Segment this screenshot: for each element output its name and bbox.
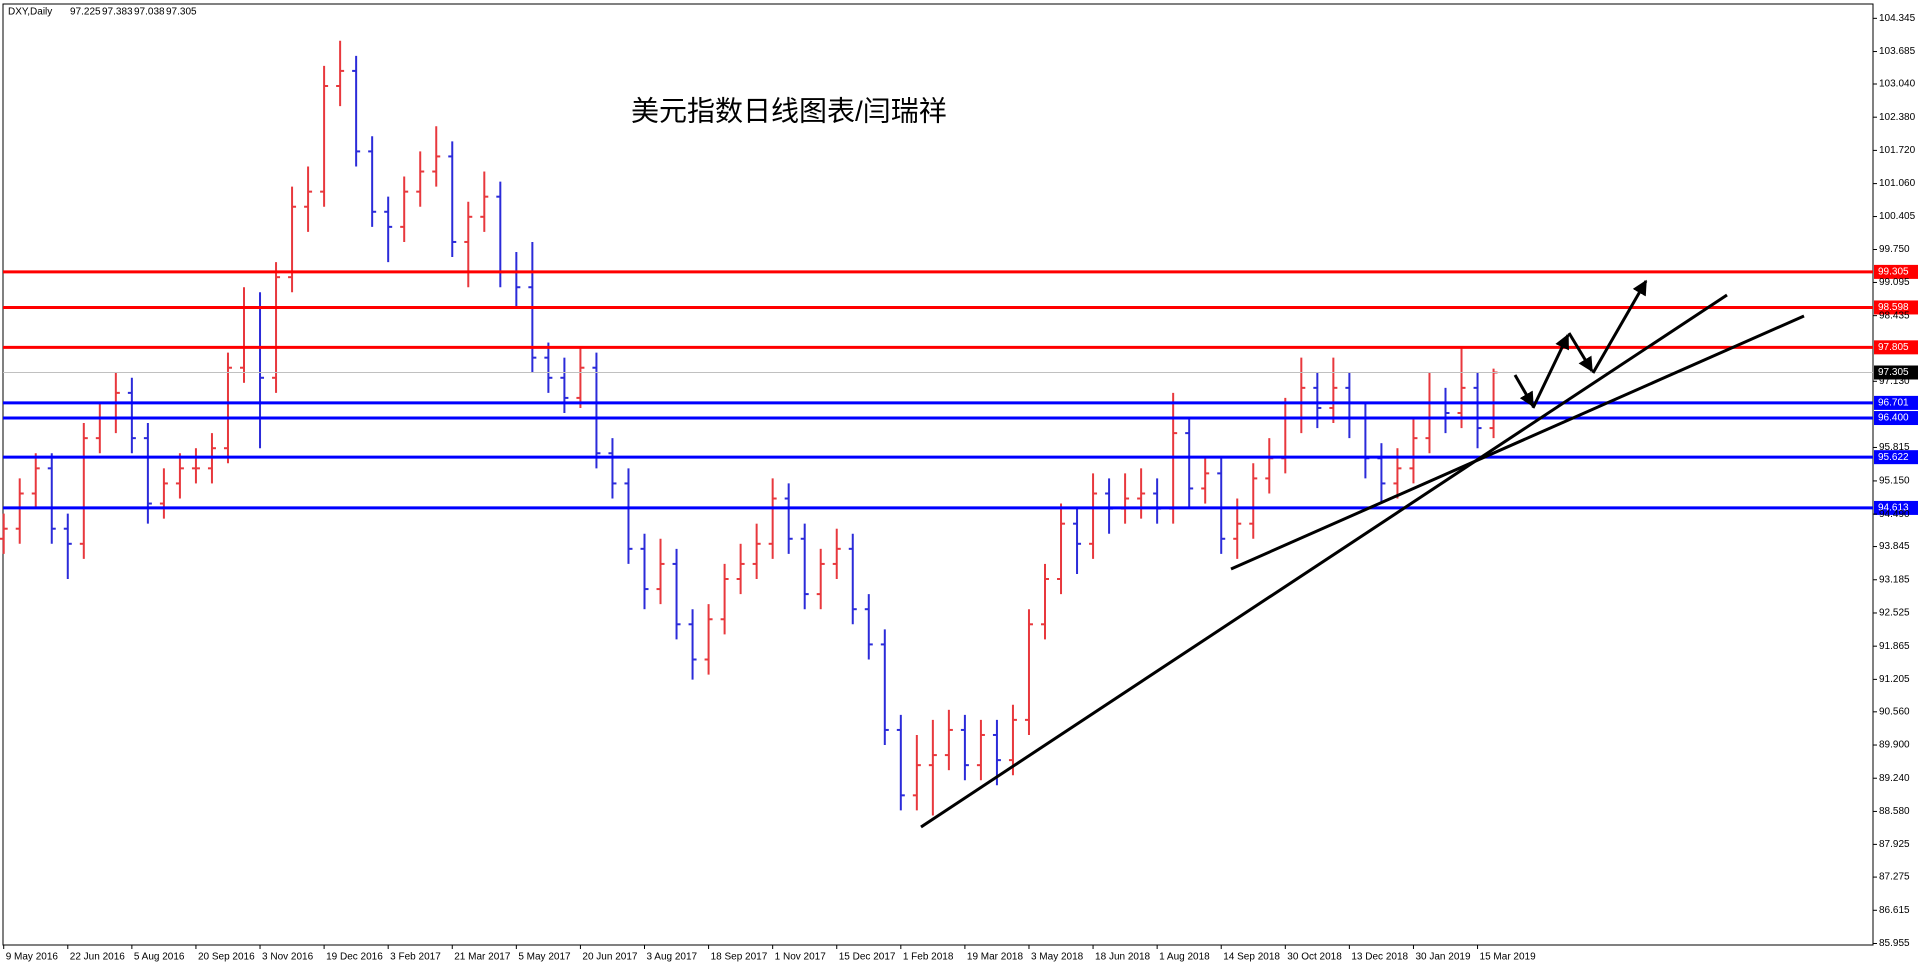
- y-tick-label: 87.275: [1879, 872, 1910, 883]
- y-tick-label: 92.525: [1879, 608, 1910, 619]
- x-tick-label: 20 Jun 2017: [582, 952, 637, 963]
- level-label-box: [1874, 300, 1918, 315]
- x-tick-label: 18 Sep 2017: [711, 952, 768, 963]
- arrow: [1531, 333, 1570, 409]
- y-tick-label: 100.405: [1879, 211, 1916, 222]
- x-tick-label: 5 May 2017: [518, 952, 571, 963]
- y-tick-label: 101.060: [1879, 178, 1916, 189]
- x-tick-label: 18 Jun 2018: [1095, 952, 1150, 963]
- y-tick-label: 88.580: [1879, 806, 1910, 817]
- x-tick-label: 19 Dec 2016: [326, 952, 383, 963]
- trend-line: [920, 293, 1728, 829]
- x-tick-label: 19 Mar 2018: [967, 952, 1024, 963]
- x-tick-label: 1 Nov 2017: [775, 952, 827, 963]
- ohlc-value: 97.038: [134, 7, 165, 18]
- x-tick-label: 21 Mar 2017: [454, 952, 511, 963]
- y-tick-label: 89.900: [1879, 740, 1910, 751]
- level-label-box: [1874, 264, 1918, 279]
- arrow: [1513, 374, 1535, 408]
- y-tick-label: 95.150: [1879, 476, 1910, 487]
- level-label: 98.598: [1878, 302, 1909, 313]
- level-label: 99.305: [1878, 267, 1909, 278]
- y-tick-label: 85.955: [1879, 938, 1910, 949]
- y-tick-label: 99.750: [1879, 244, 1910, 255]
- x-tick-label: 22 Jun 2016: [70, 952, 125, 963]
- y-tick-label: 93.185: [1879, 574, 1910, 585]
- plot-frame: [2, 3, 1874, 946]
- x-tick-label: 1 Feb 2018: [903, 952, 954, 963]
- arrow: [1591, 279, 1648, 374]
- arrow: [1567, 332, 1594, 373]
- y-tick-label: 103.685: [1879, 46, 1916, 57]
- y-tick-label: 95.815: [1879, 442, 1910, 453]
- y-tick-label: 102.380: [1879, 112, 1916, 123]
- levels: 97.305 99.305 98.598 97.805 96.701 96.400 95.6…: [3, 264, 1918, 515]
- y-tick-label: 86.615: [1879, 905, 1910, 916]
- level-label-box: [1874, 395, 1918, 410]
- trend-lines: [920, 279, 1805, 829]
- current-price-box: [1874, 365, 1918, 380]
- y-tick-label: 98.435: [1879, 310, 1910, 321]
- x-tick-label: 3 Aug 2017: [647, 952, 698, 963]
- y-tick-label: 91.205: [1879, 674, 1910, 685]
- level-label-box: [1874, 450, 1918, 465]
- symbol: DXY,Daily: [8, 7, 52, 18]
- x-tick-label: 15 Dec 2017: [839, 952, 896, 963]
- current-price-label: 97.305: [1878, 367, 1909, 378]
- chart-title: 美元指数日线图表/闫瑞祥: [631, 95, 947, 126]
- level-label: 97.805: [1878, 342, 1909, 353]
- level-label-box: [1874, 500, 1918, 515]
- y-tick-label: 101.720: [1879, 145, 1916, 156]
- level-label: 94.613: [1878, 503, 1909, 514]
- level-label: 96.701: [1878, 398, 1909, 409]
- y-tick-label: 94.490: [1879, 509, 1910, 520]
- y-tick-label: 93.845: [1879, 541, 1910, 552]
- y-tick-label: 104.345: [1879, 13, 1916, 24]
- y-tick-label: 103.040: [1879, 79, 1916, 90]
- ohlc-value: 97.383: [102, 7, 133, 18]
- x-tick-label: 1 Aug 2018: [1159, 952, 1210, 963]
- x-tick-label: 9 May 2016: [6, 952, 59, 963]
- x-tick-label: 15 Mar 2019: [1480, 952, 1537, 963]
- level-label-box: [1874, 411, 1918, 426]
- x-tick-label: 13 Dec 2018: [1351, 952, 1408, 963]
- level-label: 96.400: [1878, 413, 1909, 424]
- x-tick-label: 3 Feb 2017: [390, 952, 441, 963]
- y-tick-label: 91.865: [1879, 641, 1910, 652]
- ohlc-value: 97.305: [166, 7, 197, 18]
- x-tick-label: 3 May 2018: [1031, 952, 1084, 963]
- x-tick-label: 20 Sep 2016: [198, 952, 255, 963]
- y-tick-label: 97.130: [1879, 376, 1910, 387]
- level-label-box: [1874, 340, 1918, 355]
- x-tick-label: 30 Jan 2019: [1415, 952, 1470, 963]
- y-tick-label: 89.240: [1879, 773, 1910, 784]
- x-tick-label: 3 Nov 2016: [262, 952, 314, 963]
- x-tick-label: 30 Oct 2018: [1287, 952, 1342, 963]
- x-tick-label: 5 Aug 2016: [134, 952, 185, 963]
- header: DXY,Daily 97.225 97.383 97.038 97.305: [8, 7, 197, 18]
- ohlc-value: 97.225: [70, 7, 101, 18]
- y-tick-label: 87.925: [1879, 839, 1910, 850]
- bars: [0, 40, 1498, 816]
- x-tick-label: 14 Sep 2018: [1223, 952, 1280, 963]
- trend-line: [1230, 314, 1805, 571]
- level-label: 95.622: [1878, 452, 1909, 463]
- y-tick-label: 90.560: [1879, 706, 1910, 717]
- y-tick-label: 99.095: [1879, 277, 1910, 288]
